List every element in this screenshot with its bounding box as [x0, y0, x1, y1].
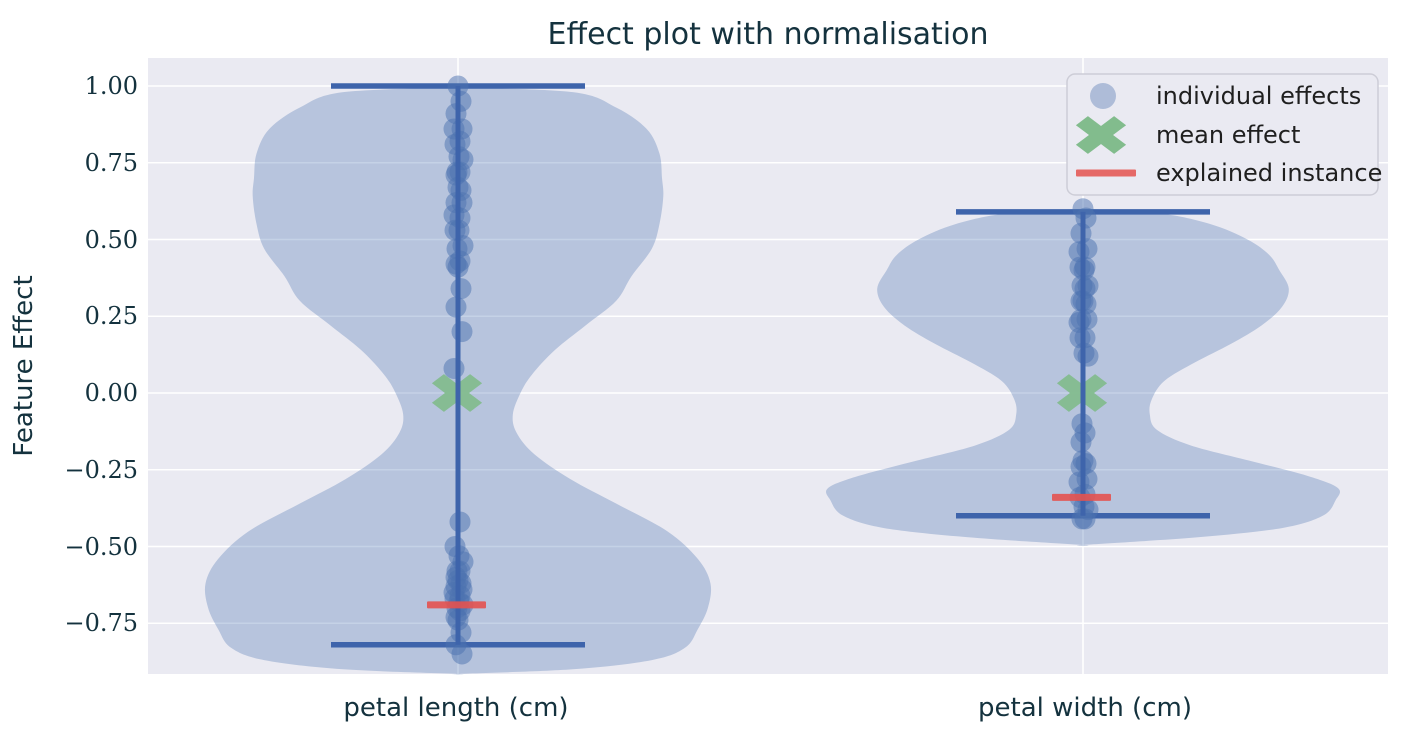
y-tick-label: 0.50: [85, 226, 138, 254]
explained-instance-legend-icon: [1076, 169, 1136, 177]
y-tick-label: 0.75: [85, 149, 138, 177]
x-tick-label-petal-length: petal length (cm): [343, 693, 568, 723]
y-tick-label: −0.25: [64, 456, 138, 484]
chart-title: Effect plot with normalisation: [547, 17, 988, 52]
individual-effect-point: [1074, 508, 1096, 530]
explained-instance-marker: [1052, 493, 1111, 501]
individual-effect-point: [451, 643, 473, 665]
violin-petal-width: [826, 198, 1340, 546]
explained-instance-marker: [427, 601, 486, 609]
mean-effect-legend-icon: [1075, 116, 1127, 154]
legend-label-explained-instance: explained instance: [1156, 159, 1382, 187]
y-tick-label: 0.00: [85, 379, 138, 407]
y-axis-label: Feature Effect: [9, 275, 39, 456]
individual-effect-point: [443, 357, 465, 379]
legend-box: [1066, 73, 1379, 196]
x-tick-label-petal-width: petal width (cm): [978, 693, 1192, 723]
legend-label-mean-effect: mean effect: [1156, 121, 1300, 149]
y-tick-label: −0.75: [64, 609, 138, 637]
y-tick-labels: 1.00 0.75 0.50 0.25 0.00 −0.25 −0.50 −0.…: [64, 72, 138, 637]
y-tick-label: 0.25: [85, 302, 138, 330]
legend-label-individual-effects: individual effects: [1156, 82, 1361, 110]
individual-effect-point: [450, 278, 472, 300]
legend: individual effects mean effect explained…: [1066, 73, 1382, 196]
x-tick-labels: petal length (cm) petal width (cm): [343, 693, 1192, 723]
individual-effect-point: [451, 321, 473, 343]
individual-effects-legend-icon: [1090, 83, 1116, 109]
y-tick-label: −0.50: [64, 533, 138, 561]
violin-petal-length: [204, 75, 712, 675]
y-tick-label: 1.00: [85, 72, 138, 100]
